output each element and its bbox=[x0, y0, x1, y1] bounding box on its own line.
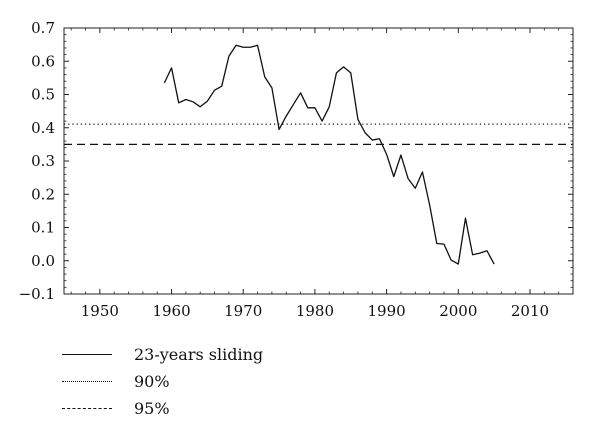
series-line-solid bbox=[163, 44, 495, 265]
axes bbox=[63, 27, 574, 295]
tick-layer: 1950 1960 1970 1980 1990 2000 2010 −0.1 0.0 0.1 0.… bbox=[19, 19, 574, 320]
series-layer bbox=[64, 44, 573, 265]
x-tick-label: 1960 bbox=[152, 302, 190, 320]
x-tick-label: 1970 bbox=[224, 302, 262, 320]
y-tick-label: 0.5 bbox=[31, 86, 55, 104]
y-tick-label: 0.6 bbox=[31, 52, 55, 70]
x-tick-label: 1950 bbox=[81, 302, 119, 320]
y-tick-label: 0.2 bbox=[31, 185, 55, 203]
x-tick-label: 1990 bbox=[368, 302, 406, 320]
y-tick-label: 0.3 bbox=[31, 152, 55, 170]
y-tick-label: 0.4 bbox=[31, 119, 55, 137]
y-tick-label: −0.1 bbox=[19, 285, 55, 303]
x-tick-label: 2000 bbox=[439, 302, 477, 320]
y-tick-label: 0.1 bbox=[31, 219, 55, 237]
y-tick-label: 0.7 bbox=[31, 19, 55, 37]
x-tick-label: 2010 bbox=[511, 302, 549, 320]
y-tick-label: 0.0 bbox=[31, 252, 55, 270]
plot-frame bbox=[63, 27, 574, 295]
x-tick-label: 1980 bbox=[296, 302, 334, 320]
